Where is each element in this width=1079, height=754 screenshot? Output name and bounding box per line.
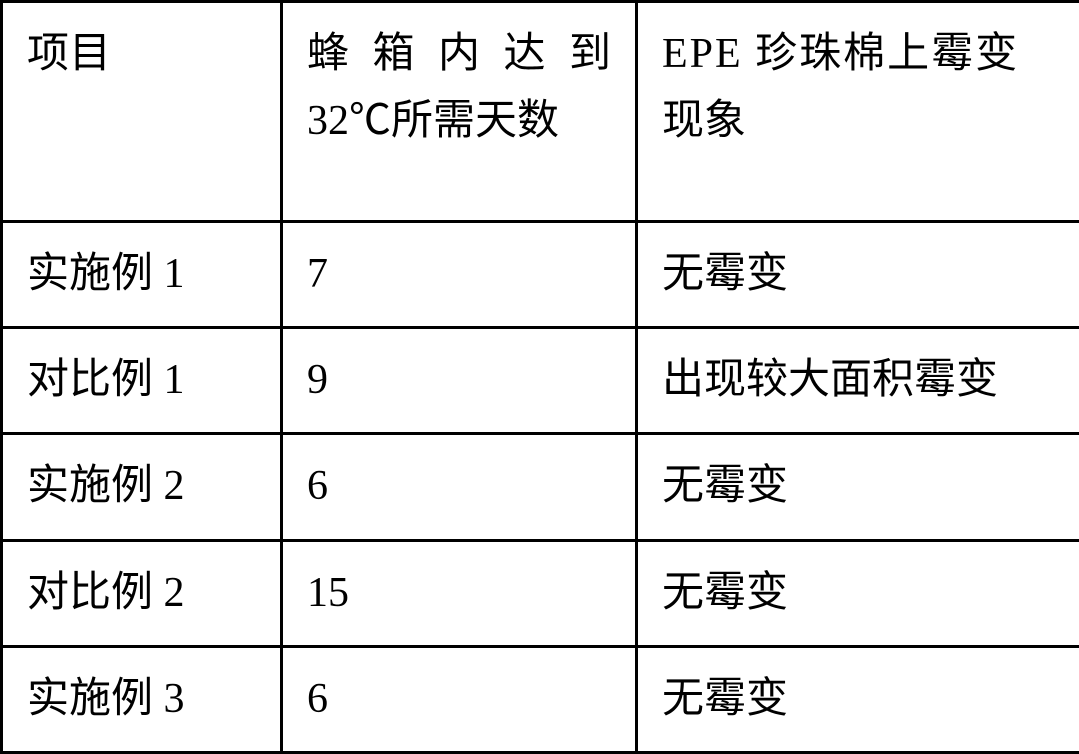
table-row: 实施例 2 6 无霉变 <box>2 434 1079 540</box>
header-cell-days: 蜂箱内达到 32℃所需天数 <box>282 2 637 222</box>
table-header-row: 项目 蜂箱内达到 32℃所需天数 EPE 珍珠棉上霉变 现象 <box>2 2 1079 222</box>
cell-project: 实施例 2 <box>2 434 282 540</box>
data-table: 项目 蜂箱内达到 32℃所需天数 EPE 珍珠棉上霉变 现象 实施例 1 7 无… <box>0 0 1079 754</box>
cell-project: 对比例 2 <box>2 540 282 646</box>
cell-value: 7 <box>307 251 328 297</box>
cell-days: 15 <box>282 540 637 646</box>
cell-mold: 无霉变 <box>637 646 1079 752</box>
cell-days: 7 <box>282 222 637 328</box>
header-cell-mold: EPE 珍珠棉上霉变 现象 <box>637 2 1079 222</box>
cell-days: 6 <box>282 646 637 752</box>
cell-mold: 无霉变 <box>637 222 1079 328</box>
cell-project: 对比例 1 <box>2 328 282 434</box>
cell-value: 实施例 2 <box>27 463 185 509</box>
cell-value: 无霉变 <box>662 463 788 509</box>
cell-value: 对比例 2 <box>27 570 185 616</box>
table-row: 对比例 2 15 无霉变 <box>2 540 1079 646</box>
cell-value: 无霉变 <box>662 251 788 297</box>
cell-days: 9 <box>282 328 637 434</box>
cell-mold: 无霉变 <box>637 540 1079 646</box>
cell-value: 对比例 1 <box>27 357 185 403</box>
header-label-mold-line1: EPE 珍珠棉上霉变 <box>662 31 1019 77</box>
cell-value: 9 <box>307 357 328 403</box>
header-label-days-line1: 蜂箱内达到 <box>307 21 611 88</box>
cell-value: 出现较大面积霉变 <box>662 357 998 403</box>
cell-value: 无霉变 <box>662 570 788 616</box>
header-label-days-line2: 32℃所需天数 <box>307 98 559 144</box>
cell-project: 实施例 1 <box>2 222 282 328</box>
cell-value: 15 <box>307 570 349 616</box>
header-label-project: 项目 <box>27 31 111 77</box>
cell-project: 实施例 3 <box>2 646 282 752</box>
header-cell-project: 项目 <box>2 2 282 222</box>
header-label-mold-line2: 现象 <box>662 98 746 144</box>
cell-mold: 出现较大面积霉变 <box>637 328 1079 434</box>
table-row: 实施例 1 7 无霉变 <box>2 222 1079 328</box>
cell-days: 6 <box>282 434 637 540</box>
cell-mold: 无霉变 <box>637 434 1079 540</box>
table-row: 实施例 3 6 无霉变 <box>2 646 1079 752</box>
cell-value: 6 <box>307 463 328 509</box>
cell-value: 实施例 1 <box>27 251 185 297</box>
table-row: 对比例 1 9 出现较大面积霉变 <box>2 328 1079 434</box>
